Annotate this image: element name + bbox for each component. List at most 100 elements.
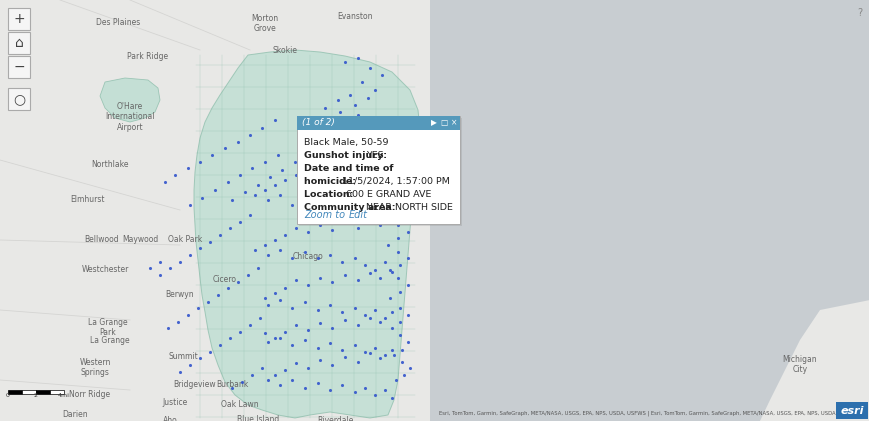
Point (388, 145, 401, 152)
Point (273, 297, 287, 304)
Point (368, 345, 381, 352)
Point (245, 165, 259, 171)
Text: Michigan
City: Michigan City (782, 355, 816, 374)
Point (385, 346, 399, 353)
Point (171, 319, 185, 325)
Point (378, 258, 392, 265)
Point (350, 55, 364, 61)
Text: Zoom to: Zoom to (303, 210, 345, 220)
Text: Riverdale: Riverdale (316, 416, 353, 421)
Point (251, 181, 265, 188)
Point (201, 298, 215, 305)
Point (285, 341, 299, 348)
Text: Northlake: Northlake (91, 160, 129, 169)
Point (365, 130, 379, 136)
Point (242, 212, 256, 218)
Point (390, 221, 404, 228)
Text: Esri, TomTom, Garmin, SafeGraph, META/NASA, USGS, EPA, NPS, USDA, USFWS | Esri, : Esri, TomTom, Garmin, SafeGraph, META/NA… (438, 410, 856, 416)
Point (205, 152, 219, 158)
Point (233, 329, 247, 336)
Point (390, 274, 404, 281)
Point (301, 229, 315, 235)
Point (315, 140, 328, 147)
Point (362, 269, 376, 276)
Point (153, 258, 167, 265)
Text: Aho: Aho (163, 416, 177, 421)
Point (401, 205, 415, 211)
Point (261, 197, 275, 203)
Text: NEAR NORTH SIDE: NEAR NORTH SIDE (365, 203, 452, 212)
Polygon shape (100, 78, 160, 122)
Point (382, 266, 396, 273)
Point (350, 112, 364, 118)
Point (311, 345, 325, 352)
Point (242, 132, 256, 139)
Point (182, 252, 196, 258)
Text: Bridgeview: Bridgeview (174, 380, 216, 389)
Point (173, 258, 187, 265)
Point (261, 301, 275, 308)
Text: Justice: Justice (163, 398, 188, 407)
Point (401, 255, 415, 261)
Point (278, 177, 292, 184)
Point (338, 59, 352, 65)
Point (387, 352, 401, 358)
Point (268, 290, 282, 296)
Point (278, 329, 292, 336)
Point (271, 152, 285, 158)
Text: Morton
Grove: Morton Grove (251, 14, 278, 33)
Polygon shape (760, 330, 869, 421)
Point (298, 385, 312, 392)
Point (278, 367, 292, 373)
Point (153, 272, 167, 278)
Bar (296, 116, 460, 224)
Point (322, 252, 336, 258)
Text: Maywood: Maywood (122, 235, 158, 244)
Text: +: + (13, 12, 25, 26)
Point (163, 265, 176, 272)
Text: Norr Ridge: Norr Ridge (70, 390, 110, 399)
Polygon shape (429, 0, 869, 421)
Point (161, 325, 175, 331)
Point (401, 312, 415, 318)
Point (322, 197, 336, 203)
Point (313, 274, 327, 281)
Point (268, 181, 282, 188)
Point (368, 125, 381, 131)
Point (390, 234, 404, 241)
Point (258, 330, 272, 336)
Point (242, 322, 256, 328)
Point (182, 202, 196, 208)
Point (341, 125, 355, 131)
Text: 11/5/2024, 1:57:00 PM: 11/5/2024, 1:57:00 PM (342, 177, 450, 186)
Point (358, 349, 372, 355)
Point (311, 169, 325, 176)
Point (241, 272, 255, 278)
Point (365, 147, 379, 153)
Point (388, 377, 402, 384)
Point (278, 232, 292, 238)
Point (301, 177, 315, 184)
Point (301, 282, 315, 288)
Text: ×: × (450, 118, 457, 128)
Point (289, 360, 302, 366)
Text: Location:: Location: (303, 190, 360, 199)
Point (378, 386, 392, 393)
Point (331, 97, 345, 104)
Point (348, 199, 362, 205)
Point (235, 378, 249, 385)
Point (289, 225, 302, 232)
Point (378, 205, 392, 211)
Point (350, 322, 364, 328)
Point (313, 320, 327, 326)
Point (348, 389, 362, 395)
Point (385, 309, 399, 315)
Point (373, 354, 387, 361)
Point (362, 217, 376, 224)
Point (313, 357, 327, 363)
Point (195, 195, 209, 201)
Point (318, 105, 332, 112)
Point (181, 312, 195, 318)
Point (322, 386, 336, 393)
Point (222, 225, 236, 232)
